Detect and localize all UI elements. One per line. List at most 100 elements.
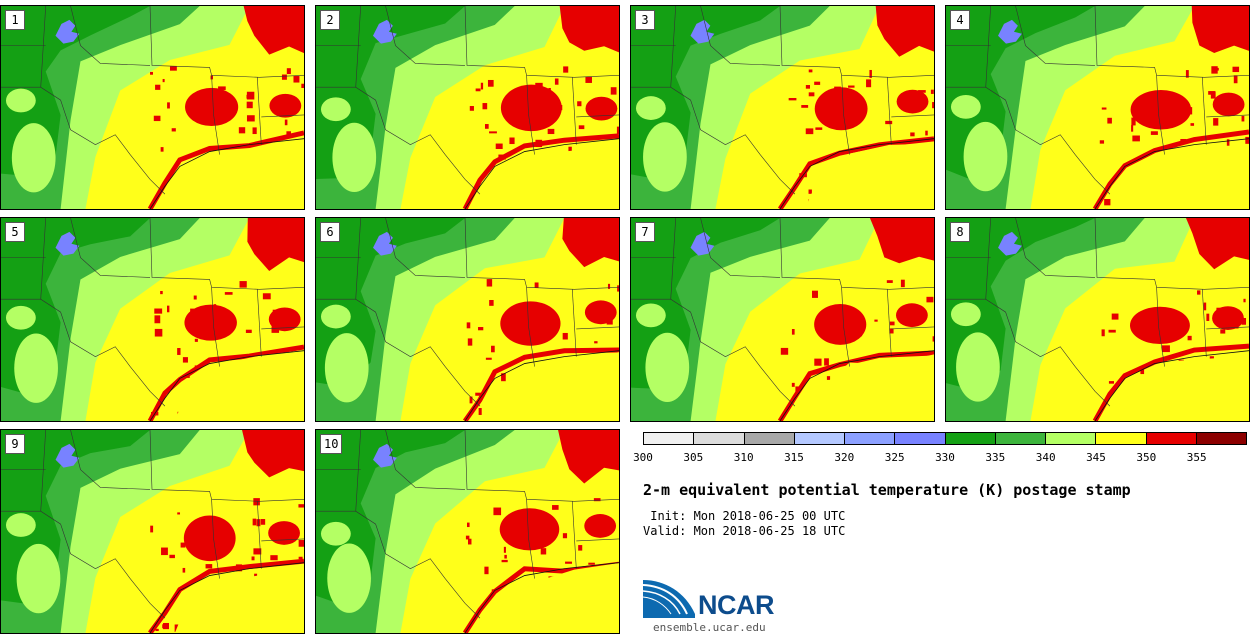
field-red-speck — [889, 328, 894, 334]
field-red-speck — [480, 82, 484, 90]
coastline — [464, 138, 619, 209]
field-red-blob — [268, 521, 300, 545]
field-red-speck — [1190, 123, 1195, 126]
field-red-speck — [540, 548, 547, 555]
state-boundary-line — [891, 326, 934, 330]
coastline — [464, 562, 619, 633]
field-gulf — [489, 141, 619, 209]
field-red-speck — [201, 520, 205, 529]
state-boundary-line — [1202, 77, 1207, 145]
field-red-speck — [874, 319, 878, 322]
coastline — [149, 562, 304, 633]
field-red-speck — [190, 308, 195, 312]
field-red-speck — [834, 86, 841, 94]
field-red-speck — [167, 102, 170, 109]
colorbar-tick: 320 — [834, 451, 855, 464]
coastline — [1094, 138, 1249, 209]
field-red-speck — [1232, 66, 1240, 73]
coastline — [1094, 350, 1249, 421]
field-red-speck — [1111, 313, 1119, 320]
field-red-speck — [239, 281, 247, 288]
field-red-speck — [501, 373, 506, 382]
field-red-blob — [896, 89, 929, 114]
field-red-ne — [243, 6, 304, 55]
field-red-speck — [588, 562, 595, 565]
field-red-speck — [616, 126, 619, 134]
field-red-speck — [251, 556, 255, 561]
colorbar-ticks: 300 305 310 315 320 325 330 335 340 345 … — [633, 451, 1247, 465]
field-red-speck — [286, 68, 291, 75]
state-boundary-line — [464, 430, 619, 502]
field-red-speck — [925, 130, 928, 136]
field-red-speck — [1131, 125, 1134, 132]
field-red-speck — [1241, 318, 1247, 325]
colorbar-segment — [1146, 433, 1197, 444]
field-red-speck — [467, 538, 472, 545]
state-boundary-line — [464, 218, 619, 290]
colorbar-segment — [1196, 433, 1246, 444]
field-red-speck — [538, 117, 546, 123]
figure-title: 2-m equivalent potential temperature (K)… — [643, 481, 1131, 499]
field-light-green-patch — [320, 97, 351, 122]
stamp-map-9 — [1, 430, 304, 633]
field-red-blob — [814, 304, 867, 345]
field-red-speck — [535, 82, 543, 89]
field-gulf — [174, 139, 304, 209]
field-red-ne — [247, 218, 304, 271]
field-red-speck — [177, 512, 181, 515]
state-boundary-line — [1202, 289, 1207, 357]
state-boundary-line — [316, 298, 481, 407]
field-light-green-patch — [320, 521, 351, 546]
field-red-speck — [253, 498, 260, 506]
field-red-speck — [1214, 313, 1219, 318]
field-red-speck — [517, 323, 523, 329]
state-boundary-line — [355, 6, 362, 88]
state-boundary-line — [1, 298, 166, 407]
state-boundary-line — [891, 114, 934, 118]
field-red-speck — [1150, 131, 1158, 135]
field-red-speck — [246, 101, 253, 109]
field-red-speck — [885, 120, 893, 125]
state-boundary-line — [887, 289, 892, 357]
field-red-speck — [1131, 117, 1136, 126]
state-boundary-line — [572, 77, 577, 145]
panel-label: 2 — [320, 10, 340, 30]
field-red-speck — [287, 525, 295, 531]
state-boundary-line — [576, 326, 619, 330]
field-red-blob — [1130, 89, 1192, 130]
field-red-speck — [830, 115, 837, 121]
state-boundary-line — [631, 298, 796, 407]
field-red-speck — [301, 83, 304, 88]
state-boundary-line — [261, 538, 304, 542]
field-red-speck — [286, 104, 291, 110]
field-light-green-patch — [635, 96, 666, 120]
coastline — [779, 138, 934, 209]
stamp-panel-5: 5 — [0, 217, 305, 422]
field-red-speck — [814, 81, 821, 85]
field-red-speck — [1185, 70, 1189, 78]
field-blue-lake — [55, 231, 80, 256]
field-red-speck — [246, 91, 255, 100]
field-light-green-patch — [645, 332, 690, 403]
field-red-speck — [594, 341, 598, 344]
field-red-speck — [482, 103, 488, 110]
stamp-panel-1: 1 — [0, 5, 305, 210]
field-blue-lake — [998, 19, 1022, 44]
field-red-blob — [500, 84, 562, 132]
field-red-speck — [271, 326, 280, 333]
colorbar-segment — [694, 433, 745, 444]
field-red-speck — [869, 69, 872, 78]
field-light-green-patch — [327, 543, 371, 613]
field-red-speck — [154, 328, 163, 337]
field-red-speck — [201, 310, 208, 315]
field-red-speck — [162, 78, 165, 83]
field-red-speck — [814, 358, 822, 366]
state-boundary-line — [211, 75, 220, 155]
field-red-speck — [552, 505, 559, 510]
field-red-speck — [262, 293, 271, 300]
state-boundary-line — [211, 287, 220, 367]
state-boundary-line — [576, 538, 619, 542]
field-red-speck — [213, 304, 217, 312]
ncar-url: ensemble.ucar.edu — [653, 621, 766, 634]
field-red-speck — [150, 71, 153, 75]
